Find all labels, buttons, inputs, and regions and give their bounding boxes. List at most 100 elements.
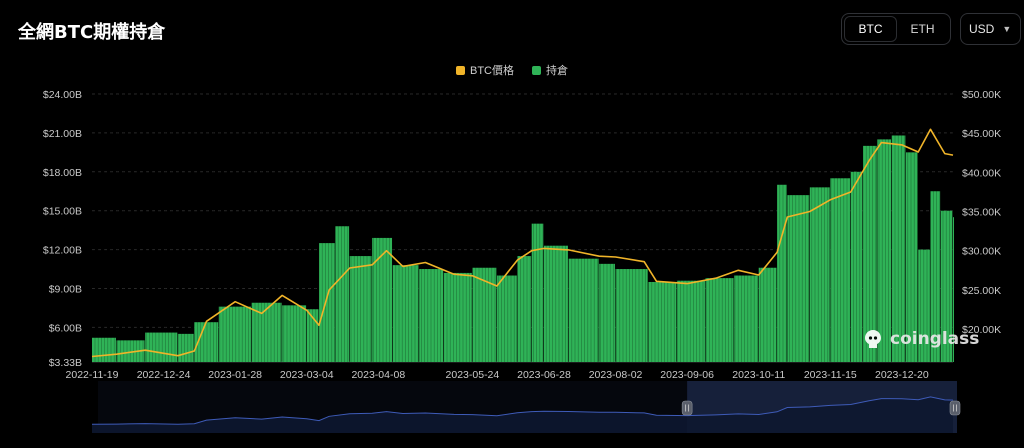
oi-bar	[419, 269, 444, 362]
oi-bar-texture	[94, 94, 953, 362]
watermark-text: coinglass	[890, 329, 980, 349]
y-left-tick-label: $24.00B	[43, 89, 82, 101]
y-right-tick-label: $40.00K	[962, 167, 1001, 179]
navigator-handle-left[interactable]	[681, 400, 693, 416]
x-tick-label: 2023-11-15	[804, 369, 857, 381]
y-right-tick-label: $25.00K	[962, 285, 1001, 297]
y-left-tick-label: $3.33B	[49, 357, 82, 369]
x-tick-label: 2023-12-20	[875, 369, 929, 381]
coin-toggle: BTC ETH	[841, 13, 951, 45]
x-tick-label: 2023-04-08	[351, 369, 405, 381]
oi-bar	[392, 265, 419, 362]
y-left-tick-label: $18.00B	[43, 167, 82, 179]
navigator-handle-right[interactable]	[949, 400, 961, 416]
y-right-tick-label: $50.00K	[962, 89, 1001, 101]
oi-bar	[92, 337, 116, 362]
oi-bar	[863, 145, 877, 362]
oi-bar	[809, 187, 830, 362]
x-tick-label: 2023-06-28	[517, 369, 571, 381]
oi-bar	[306, 309, 319, 362]
x-tick-label: 2023-09-06	[660, 369, 714, 381]
oi-bar	[734, 275, 759, 362]
oi-bar	[930, 191, 941, 362]
y-left-tick-label: $9.00B	[49, 283, 82, 295]
oi-bar	[145, 332, 178, 362]
oi-bar	[877, 139, 892, 362]
oi-bar	[705, 278, 734, 362]
coinglass-logo-icon	[865, 330, 881, 348]
handle-grip	[681, 400, 693, 416]
legend-swatch-oi	[532, 65, 541, 75]
oi-bar	[472, 267, 497, 362]
oi-bar	[676, 280, 705, 362]
oi-bar	[517, 256, 532, 362]
oi-bar	[648, 282, 677, 362]
legend-item-price[interactable]: BTC價格	[456, 62, 514, 78]
currency-select[interactable]: USD ▼	[960, 13, 1021, 45]
oi-bar	[251, 302, 282, 362]
oi-bar	[850, 171, 863, 362]
coinglass-watermark: coinglass	[862, 328, 979, 350]
legend-label-price: BTC價格	[470, 65, 514, 77]
y-axis-right: $20.00K $25.00K $30.00K $35.00K $40.00K $45.0…	[962, 89, 1001, 336]
x-tick-label: 2023-01-28	[208, 369, 262, 381]
y-axis-left: $3.33B $6.00B $9.00B $12.00B $15.00B $18.00B $…	[43, 89, 82, 369]
oi-bar	[372, 237, 393, 362]
x-axis: 2022-11-19 2022-12-24 2023-01-28 2023-03-04…	[66, 369, 929, 381]
y-left-tick-label: $12.00B	[43, 245, 82, 257]
oi-bar	[777, 184, 787, 362]
oi-bar	[282, 305, 307, 362]
y-right-tick-label: $30.00K	[962, 246, 1001, 258]
y-right-tick-label: $35.00K	[962, 207, 1001, 219]
oi-bar	[568, 258, 599, 362]
y-left-tick-label: $15.00B	[43, 206, 82, 218]
oi-bar	[940, 210, 953, 362]
oi-bar	[531, 223, 544, 362]
x-tick-label: 2022-11-19	[66, 369, 119, 381]
oi-bar	[194, 322, 219, 362]
oi-bar	[443, 272, 472, 362]
price-line-group	[91, 128, 954, 358]
x-tick-label: 2022-12-24	[137, 369, 191, 381]
x-tick-label: 2023-10-11	[732, 369, 785, 381]
oi-bar	[496, 275, 517, 362]
oi-bar	[830, 178, 851, 362]
range-navigator	[91, 381, 961, 433]
y-left-tick-label: $6.00B	[49, 322, 82, 334]
legend-swatch-price	[456, 65, 465, 75]
oi-bar	[218, 306, 251, 362]
oi-bar	[953, 217, 954, 362]
legend-label-oi: 持倉	[546, 65, 568, 77]
oi-bar	[758, 267, 777, 362]
oi-bar	[891, 135, 906, 362]
oi-bars	[92, 94, 954, 362]
oi-bar	[599, 263, 615, 362]
oi-bar	[615, 269, 648, 362]
handle-grip	[949, 400, 961, 416]
oi-bar	[116, 340, 145, 362]
oi-bar	[319, 243, 335, 362]
y-left-tick-label: $21.00B	[43, 128, 82, 140]
x-tick-label: 2023-08-02	[589, 369, 643, 381]
coin-option-eth[interactable]: ETH	[910, 22, 935, 36]
currency-value: USD	[969, 22, 995, 36]
navigator-line	[91, 396, 954, 425]
legend-item-oi[interactable]: 持倉	[532, 62, 568, 78]
page-title: 全網BTC期權持倉	[18, 22, 166, 43]
oi-bar	[787, 195, 810, 362]
oi-bar	[918, 249, 930, 362]
oi-bar	[543, 245, 568, 362]
oi-bar	[349, 256, 372, 362]
x-tick-label: 2023-03-04	[280, 369, 334, 381]
btc-price-line	[91, 128, 954, 358]
chevron-down-icon: ▼	[1002, 24, 1012, 34]
navigator-area	[92, 396, 953, 433]
chart-legend: BTC價格 持倉	[0, 62, 1024, 78]
oi-bar	[905, 152, 918, 362]
x-tick-label: 2023-05-24	[446, 369, 500, 381]
y-right-tick-label: $45.00K	[962, 128, 1001, 140]
coin-option-btc[interactable]: BTC	[844, 16, 897, 42]
oi-bar	[335, 226, 350, 362]
y-right-tick-label: $20.00K	[962, 324, 1001, 336]
